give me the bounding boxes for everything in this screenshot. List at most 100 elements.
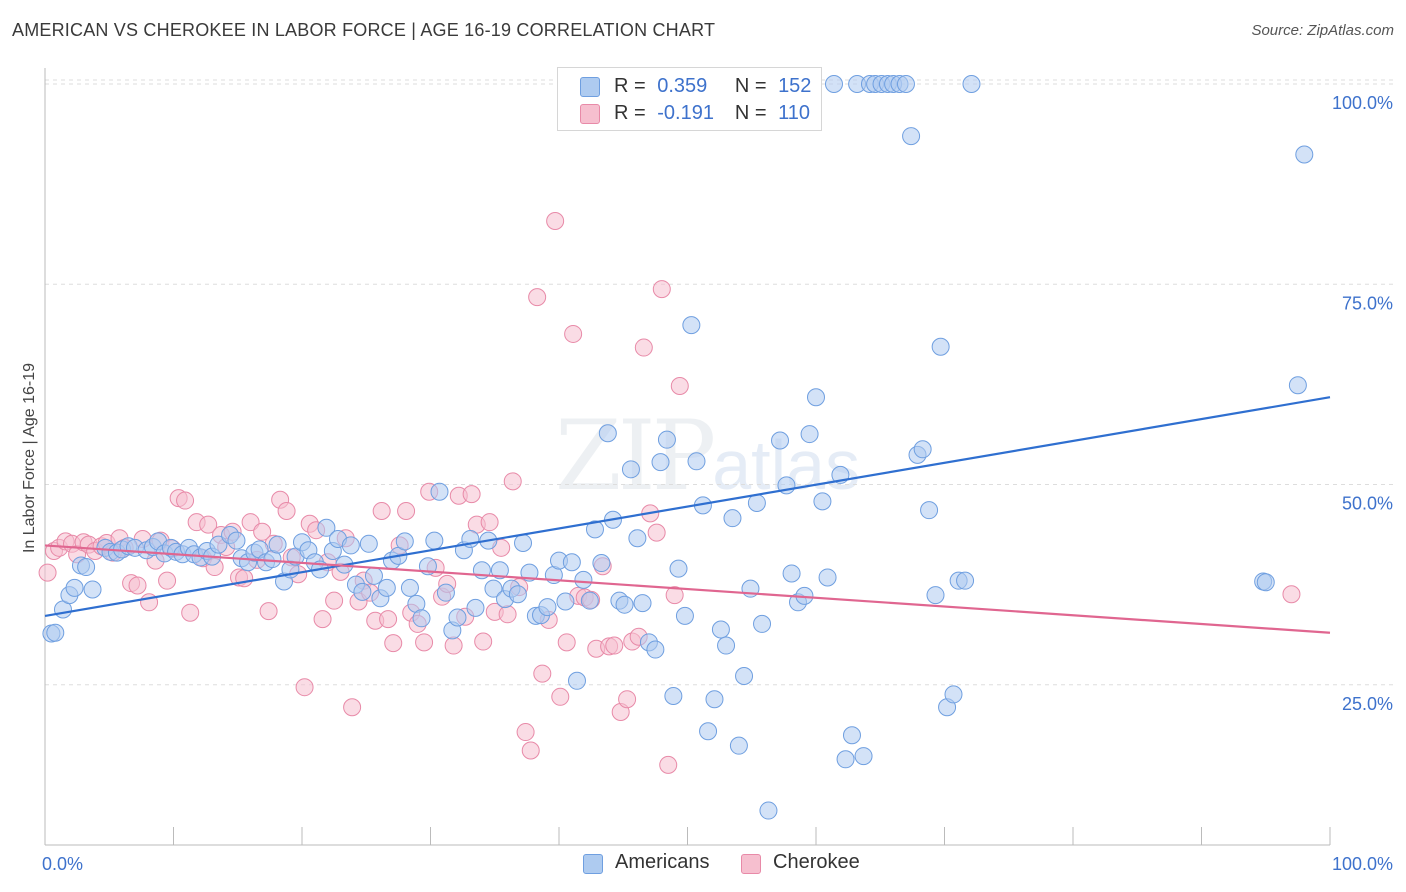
cherokee-r-value: -0.191 bbox=[657, 102, 714, 124]
americans-legend-swatch bbox=[583, 854, 603, 874]
americans-point bbox=[317, 518, 336, 537]
cherokee-point bbox=[462, 485, 481, 504]
cherokee-point bbox=[516, 723, 535, 742]
cherokee-point bbox=[176, 491, 195, 510]
americans-point bbox=[896, 75, 915, 94]
americans-point bbox=[574, 570, 593, 589]
americans-point bbox=[46, 623, 65, 642]
americans-r-label: R = bbox=[614, 75, 646, 97]
americans-point bbox=[227, 531, 246, 550]
americans-point bbox=[926, 586, 945, 605]
americans-point bbox=[621, 460, 640, 479]
cherokee-point bbox=[480, 513, 499, 532]
americans-point bbox=[562, 553, 581, 572]
y-tick-label: 50.0% bbox=[1342, 494, 1393, 514]
cherokee-point bbox=[605, 636, 624, 655]
cherokee-point bbox=[259, 602, 278, 621]
americans-point bbox=[592, 554, 611, 573]
americans-point bbox=[484, 579, 503, 598]
cherokee-point bbox=[128, 576, 147, 595]
americans-point bbox=[782, 564, 801, 583]
americans-point bbox=[448, 608, 467, 627]
cherokee-point bbox=[618, 690, 637, 709]
cherokee-n-value: 110 bbox=[778, 102, 810, 124]
americans-point bbox=[633, 594, 652, 613]
trend-lines bbox=[44, 396, 1331, 634]
cherokee-point bbox=[474, 632, 493, 651]
americans-point bbox=[759, 801, 778, 820]
americans-point bbox=[580, 591, 599, 610]
americans-point bbox=[400, 578, 419, 597]
americans-point bbox=[818, 568, 837, 587]
americans-point bbox=[377, 578, 396, 597]
cherokee-r-label: R = bbox=[614, 102, 646, 124]
americans-point bbox=[353, 582, 372, 601]
americans-legend-label: Americans bbox=[615, 851, 710, 873]
americans-point bbox=[944, 685, 963, 704]
cherokee-point bbox=[528, 288, 547, 307]
americans-point bbox=[669, 559, 688, 578]
cherokee-n-label: N = bbox=[734, 102, 767, 124]
americans-point bbox=[836, 750, 855, 769]
cherokee-point bbox=[415, 633, 434, 652]
americans-point bbox=[83, 580, 102, 599]
chart-title: AMERICAN VS CHEROKEE IN LABOR FORCE | AG… bbox=[12, 20, 716, 40]
americans-point bbox=[931, 337, 950, 356]
americans-point bbox=[412, 609, 431, 628]
americans-point bbox=[920, 501, 939, 520]
cherokee-point bbox=[379, 610, 398, 629]
americans-point bbox=[395, 532, 414, 551]
cherokee-point bbox=[533, 664, 552, 683]
cherokee-point bbox=[665, 586, 684, 605]
americans-point bbox=[699, 722, 718, 741]
americans-point bbox=[538, 598, 557, 617]
americans-point bbox=[682, 316, 701, 335]
americans-point bbox=[824, 75, 843, 94]
axes bbox=[44, 68, 1331, 846]
americans-trend-line bbox=[44, 396, 1331, 617]
americans-point bbox=[1288, 376, 1307, 395]
y-tick-label: 25.0% bbox=[1342, 694, 1393, 714]
americans-point bbox=[705, 690, 724, 709]
cherokee-point bbox=[199, 515, 218, 534]
americans-point bbox=[514, 534, 533, 553]
cherokee-point bbox=[551, 687, 570, 706]
cherokee-point bbox=[313, 610, 332, 629]
americans-point bbox=[956, 571, 975, 590]
cherokee-point bbox=[253, 522, 272, 541]
americans-point bbox=[962, 75, 981, 94]
americans-point bbox=[717, 636, 736, 655]
correlation-legend: R = 0.359 N = 152 R = -0.191 N = 110 bbox=[557, 67, 822, 131]
cherokee-point bbox=[521, 741, 540, 760]
americans-swatch bbox=[580, 77, 600, 97]
cherokee-swatch bbox=[580, 104, 600, 124]
americans-point bbox=[425, 531, 444, 550]
cherokee-point bbox=[343, 698, 362, 717]
americans-point bbox=[520, 563, 539, 582]
americans-n-label: N = bbox=[734, 75, 767, 97]
cherokee-point bbox=[546, 211, 565, 230]
cherokee-point bbox=[372, 501, 391, 520]
americans-point bbox=[854, 747, 873, 766]
americans-point bbox=[902, 127, 921, 146]
cherokee-point bbox=[325, 591, 344, 610]
grid-lines bbox=[45, 79, 1395, 686]
cherokee-point bbox=[181, 603, 200, 622]
americans-point bbox=[913, 440, 932, 459]
cherokee-point bbox=[634, 338, 653, 357]
cherokee-point bbox=[647, 523, 666, 542]
americans-point bbox=[664, 687, 683, 706]
americans-point bbox=[1295, 145, 1314, 164]
americans-point bbox=[341, 536, 360, 555]
cherokee-point bbox=[659, 755, 678, 774]
americans-point bbox=[567, 671, 586, 690]
americans-point bbox=[735, 666, 754, 685]
cherokee-point bbox=[503, 472, 522, 491]
cherokee-point bbox=[397, 501, 416, 520]
cherokee-legend-swatch bbox=[741, 854, 761, 874]
americans-point bbox=[436, 583, 455, 602]
americans-point bbox=[651, 453, 670, 472]
cherokee-point bbox=[652, 280, 671, 299]
y-tick-label: 75.0% bbox=[1342, 293, 1393, 313]
